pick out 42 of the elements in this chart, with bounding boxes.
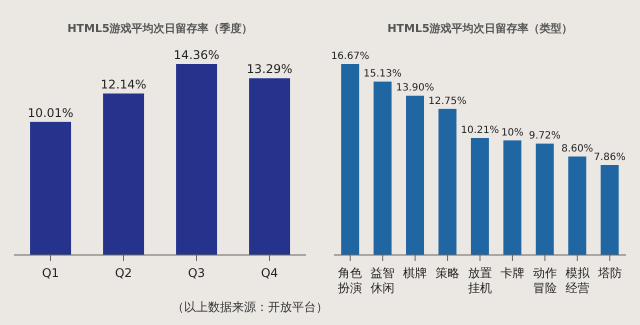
data-label: 10.01%: [28, 106, 74, 120]
text: （以上数据来源：开放平台）: [171, 299, 329, 316]
x-tick-label: Q2: [114, 266, 132, 280]
bar: [503, 140, 522, 255]
bar: [103, 94, 144, 255]
data-label: 10.21%: [460, 125, 499, 136]
chart-title: HTML5游戏平均次日留存率（季度）: [66, 21, 254, 37]
data-label: 7.86%: [594, 152, 626, 163]
data-label: 13.90%: [396, 82, 434, 94]
x-tick-label: 动作冒险: [532, 266, 557, 295]
bar: [568, 156, 586, 255]
x-tick-label: Q1: [42, 266, 60, 280]
bar: [176, 64, 218, 255]
x-tick-label: 角色扮演: [337, 266, 362, 295]
bar: [249, 78, 290, 255]
chart-title: HTML5游戏平均次日留存率（类型）: [386, 21, 574, 37]
bar: [536, 144, 554, 255]
x-tick-label: Q3: [188, 266, 206, 280]
bar: [470, 138, 489, 255]
data-label: 10%: [501, 127, 524, 138]
bar: [406, 96, 424, 255]
data-label: 16.67%: [331, 51, 370, 62]
bar: [374, 82, 392, 255]
bar: [438, 108, 456, 255]
data-label: 12.75%: [428, 96, 467, 107]
bar: [341, 64, 360, 255]
x-tick-label: 卡牌: [500, 266, 524, 280]
x-tick-label: 益智休闲: [370, 266, 395, 295]
data-label: 14.36%: [174, 48, 220, 62]
data-label: 8.60%: [561, 143, 594, 154]
data-label: 12.14%: [100, 78, 146, 92]
x-tick-label: 策略: [436, 266, 460, 280]
data-label: 13.29%: [246, 62, 292, 76]
data-label: 9.72%: [528, 130, 561, 142]
bar: [30, 122, 72, 255]
x-tick-label: 模拟经营: [565, 266, 590, 295]
x-tick-label: 棋牌: [403, 266, 428, 280]
x-tick-label: 放置挂机: [468, 266, 492, 295]
x-tick-label: 塔防: [596, 266, 622, 280]
bar: [600, 164, 619, 255]
x-tick-label: Q4: [260, 266, 278, 280]
data-label: 15.13%: [364, 68, 402, 80]
